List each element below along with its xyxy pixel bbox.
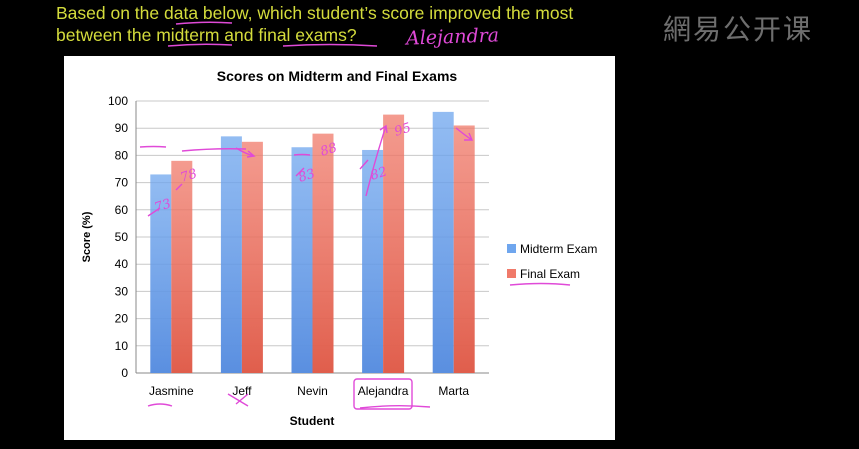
bar-chart: Scores on Midterm and Final Exams Score … — [81, 68, 597, 428]
bar-midterm — [220, 136, 242, 373]
category-label: Marta — [438, 384, 469, 398]
category-label: Alejandra — [358, 384, 409, 398]
answer-highlight-box — [353, 378, 413, 410]
category-labels: Jasmine Jeff Nevin Alejandra Marta — [149, 384, 469, 398]
annotation-stroke — [293, 153, 311, 156]
y-tick-label: 90 — [115, 121, 129, 135]
annotation-stroke — [359, 159, 369, 170]
bar-midterm — [291, 147, 313, 373]
bar-midterm — [150, 174, 172, 373]
y-tick-label: 70 — [115, 176, 129, 190]
y-tick-label: 20 — [115, 312, 129, 326]
y-tick-label: 0 — [121, 366, 128, 380]
y-axis-label: Score (%) — [81, 211, 93, 262]
annotation-stroke — [455, 127, 474, 141]
y-tick-label: 40 — [115, 257, 129, 271]
legend-label: Midterm Exam — [520, 242, 597, 256]
annotation-stroke — [147, 207, 161, 217]
bar-midterm — [362, 149, 384, 373]
question-underlines — [167, 21, 378, 47]
category-label: Jasmine — [149, 384, 194, 398]
watermark-logo: 網易公开课 — [663, 13, 814, 46]
bar-final — [383, 114, 405, 373]
bar-final — [171, 160, 193, 373]
annotation-stroke — [295, 167, 305, 177]
y-tick-label: 80 — [115, 148, 129, 162]
bar-final — [241, 141, 263, 373]
legend: Midterm Exam Final Exam — [507, 242, 597, 281]
y-tick-label: 30 — [115, 284, 129, 298]
annotation-label: 88 — [319, 140, 339, 159]
annotation-label: 78 — [179, 166, 199, 185]
annotation-stroke — [227, 393, 249, 407]
category-label: Nevin — [297, 384, 328, 398]
annotation-label: 73 — [153, 196, 173, 215]
annotation-stroke — [359, 405, 431, 409]
annotation-stroke — [181, 148, 247, 152]
y-tick-label: 60 — [115, 203, 129, 217]
y-tick-label: 10 — [115, 339, 129, 353]
annotation-stroke — [235, 147, 256, 158]
annotation-stroke — [365, 124, 388, 197]
y-tick-labels: 0 10 20 30 40 50 60 70 80 90 100 — [108, 94, 128, 380]
y-tick-label: 100 — [108, 94, 128, 108]
legend-swatch — [507, 269, 516, 278]
question-line-2: between the midterm and final exams? — [56, 25, 357, 45]
x-axis-label: Student — [290, 414, 335, 428]
question-text: Based on the data below, which student’s… — [56, 2, 656, 46]
bars — [150, 111, 475, 373]
bar-final — [312, 133, 334, 373]
annotation-label: 95 — [393, 120, 413, 139]
bar-final — [453, 125, 475, 373]
legend-label: Final Exam — [520, 267, 580, 281]
category-label: Jeff — [232, 384, 252, 398]
annotation-stroke — [139, 145, 167, 148]
legend-underline — [509, 282, 571, 286]
chart-card: Scores on Midterm and Final Exams Score … — [64, 56, 615, 440]
annotation-stroke — [147, 403, 173, 407]
legend-swatch — [507, 244, 516, 253]
annotation-stroke — [175, 183, 183, 191]
y-tick-label: 50 — [115, 230, 129, 244]
chart-title: Scores on Midterm and Final Exams — [217, 68, 458, 84]
bar-midterm — [432, 111, 454, 373]
question-line-1: Based on the data below, which student’s… — [56, 3, 574, 23]
